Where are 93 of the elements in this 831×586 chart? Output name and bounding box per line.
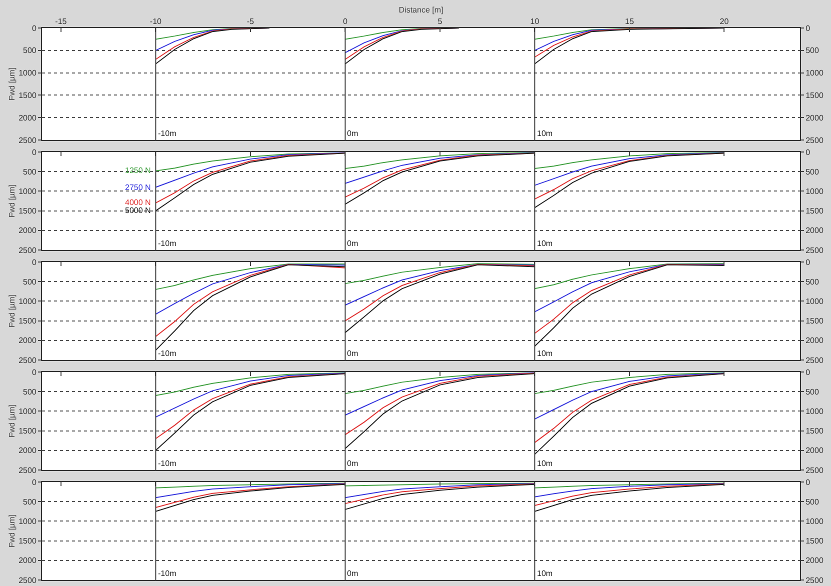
y-tick-label: 2500: [18, 246, 37, 255]
y2-tick-label: 2500: [806, 576, 824, 585]
y-tick-label: 1000: [18, 297, 37, 306]
x-tick-label: 15: [624, 16, 634, 26]
y-tick-label: 0: [32, 368, 37, 377]
y-tick-label: 2000: [18, 226, 37, 236]
y2-tick-label: 1000: [806, 68, 824, 78]
y2-tick-label: 500: [806, 387, 820, 396]
y-tick-label: 0: [32, 148, 37, 157]
y-tick-label: 500: [23, 167, 37, 176]
y2-tick-label: 2000: [806, 556, 824, 566]
y2-tick-label: 500: [806, 167, 820, 176]
y2-tick-label: 2000: [806, 226, 824, 236]
x-tick-label: 20: [720, 16, 730, 26]
y2-tick-label: 2000: [806, 446, 824, 456]
series-label: 1250 N: [125, 166, 152, 175]
x-tick-label: -15: [55, 16, 68, 26]
x-tick-label: -10: [150, 16, 162, 26]
series-label: 5000 N: [125, 206, 152, 215]
y-tick-label: 2000: [18, 446, 37, 456]
y-tick-label: 0: [32, 478, 37, 487]
y2-tick-label: 2000: [806, 336, 824, 346]
y2-tick-label: 0: [806, 24, 811, 33]
y-axis-title: Fwd [µm]: [7, 514, 16, 548]
y2-tick-label: 1500: [806, 316, 824, 326]
y2-tick-label: 1000: [806, 517, 824, 526]
ref-line-label: 0m: [347, 239, 358, 248]
ref-line-label: -10m: [158, 569, 177, 578]
ref-line-label: -10m: [158, 129, 177, 138]
x-axis-title: Distance [m]: [398, 6, 444, 14]
y-tick-label: 1500: [18, 536, 37, 546]
y2-tick-label: 0: [806, 478, 811, 487]
ref-line-label: 0m: [347, 459, 358, 468]
y-tick-label: 500: [23, 497, 37, 506]
x-tick-label: 5: [438, 16, 443, 26]
y2-tick-label: 500: [806, 497, 820, 506]
y2-tick-label: 0: [806, 258, 811, 267]
y-tick-label: 2500: [18, 136, 37, 145]
y-tick-label: 500: [23, 46, 37, 56]
y2-tick-label: 1000: [806, 407, 824, 416]
y-axis-title: Fwd [µm]: [7, 404, 16, 438]
y-tick-label: 0: [32, 258, 37, 267]
y-tick-label: 1500: [18, 91, 37, 100]
y-tick-label: 1500: [18, 316, 37, 326]
y2-tick-label: 2500: [806, 246, 824, 255]
y2-tick-label: 1000: [806, 187, 824, 196]
y-tick-label: 2000: [18, 336, 37, 346]
y-axis-title: Fwd [µm]: [7, 184, 16, 218]
y-tick-label: 500: [23, 387, 37, 396]
y-tick-label: 1500: [18, 426, 37, 436]
y2-tick-label: 1500: [806, 206, 824, 216]
y2-tick-label: 1500: [806, 91, 824, 100]
y-tick-label: 1000: [18, 68, 37, 78]
ref-line-label: 10m: [537, 569, 553, 578]
y-tick-label: 1000: [18, 407, 37, 416]
x-tick-label: 0: [342, 16, 348, 26]
y-axis-title: Fwd [µm]: [7, 294, 16, 328]
ref-line-label: 0m: [347, 349, 358, 358]
series-label: 2750 N: [125, 183, 152, 192]
y2-tick-label: 1500: [806, 536, 824, 546]
y-tick-label: 500: [23, 277, 37, 286]
x-tick-label: -5: [246, 16, 255, 26]
series-label: 4000 N: [125, 198, 152, 207]
y2-tick-label: 2500: [806, 466, 824, 475]
y2-tick-label: 2500: [806, 356, 824, 365]
ref-line-label: 10m: [537, 349, 553, 358]
y2-tick-label: 2500: [806, 136, 824, 145]
ref-line-label: 0m: [347, 569, 358, 578]
y-tick-label: 1500: [18, 206, 37, 216]
y2-tick-label: 2000: [806, 113, 824, 122]
y2-tick-label: 0: [806, 368, 811, 377]
y2-tick-label: 1000: [806, 297, 824, 306]
ref-line-label: 10m: [537, 129, 553, 138]
y2-tick-label: 0: [806, 148, 811, 157]
y-tick-label: 2500: [18, 576, 37, 585]
ref-line-label: -10m: [158, 459, 177, 468]
y-tick-label: 2500: [18, 466, 37, 475]
y-tick-label: 1000: [18, 187, 37, 196]
ref-line-label: 10m: [537, 239, 553, 248]
y-axis-title: Fwd [µm]: [7, 67, 16, 101]
ref-line-label: 10m: [537, 459, 553, 468]
ref-line-label: -10m: [158, 349, 177, 358]
y-tick-label: 1000: [18, 517, 37, 526]
y-tick-label: 2000: [18, 113, 37, 122]
ref-line-label: 0m: [347, 129, 358, 138]
y-tick-label: 0: [32, 24, 37, 33]
y2-tick-label: 1500: [806, 426, 824, 436]
y2-tick-label: 500: [806, 277, 820, 286]
y2-tick-label: 500: [806, 46, 820, 56]
ref-line-label: -10m: [158, 239, 177, 248]
x-tick-label: 10: [530, 16, 540, 26]
y-tick-label: 2500: [18, 356, 37, 365]
y-tick-label: 2000: [18, 556, 37, 566]
